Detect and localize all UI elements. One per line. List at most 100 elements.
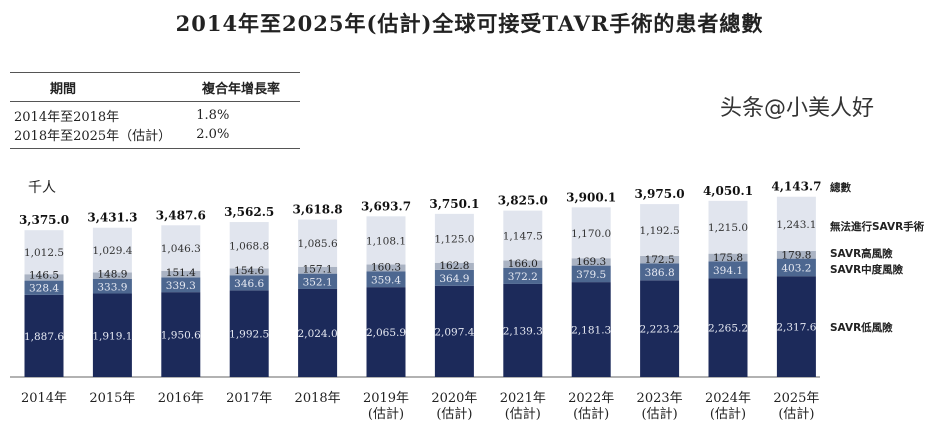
bar-segment	[24, 280, 64, 295]
bar-segment	[366, 264, 406, 272]
bar-segment	[229, 275, 269, 291]
segment-label: 1,046.3	[161, 243, 201, 255]
bar-segment	[708, 278, 748, 377]
bar-segment	[434, 262, 474, 270]
total-label: 3,618.8	[293, 203, 343, 217]
segment-label: 1,170.0	[571, 228, 611, 240]
header-cagr: 複合年增長率	[201, 81, 280, 97]
bar-segment	[776, 196, 816, 251]
segment-label: 1,919.1	[92, 330, 132, 342]
cagr-cell: 2.0%	[196, 127, 230, 142]
cagr-cell: 1.8%	[196, 108, 230, 123]
bar-segment	[708, 200, 748, 254]
period-cell: 2018年至2025年（估計）	[14, 129, 172, 144]
x-tick-label: 2018年	[295, 391, 341, 406]
bar-segment	[161, 292, 201, 377]
segment-label: 2,223.2	[640, 324, 680, 336]
bar-segment	[571, 265, 611, 283]
total-label: 3,431.3	[87, 211, 137, 225]
header-period: 期間	[50, 81, 77, 97]
segment-label: 1,147.5	[503, 231, 543, 243]
cagr-header-row: 期間 複合年增長率	[10, 73, 300, 101]
total-label: 3,375.0	[19, 213, 69, 227]
watermark: 头条@小美人好	[720, 96, 875, 121]
bar-segment	[298, 273, 338, 289]
legend-label: 無法進行SAVR手術	[830, 220, 925, 233]
legend-label: SAVR中度風險	[830, 263, 904, 276]
bar-segment	[776, 258, 816, 277]
bar-segment	[708, 261, 748, 279]
bar-segment	[229, 268, 269, 276]
bar-segment	[161, 277, 201, 293]
segment-label: 151.4	[166, 267, 196, 279]
bar-segment	[366, 271, 406, 288]
period-cell: 2014年至2018年	[14, 110, 120, 125]
segment-label: 1,029.4	[92, 245, 132, 257]
x-tick-label: 2023年	[637, 391, 683, 406]
x-tick-sublabel: (估計)	[505, 406, 541, 422]
bar-segment	[503, 210, 543, 261]
segment-label: 172.5	[645, 254, 675, 266]
bar-segment	[708, 253, 748, 262]
x-tick-label: 2015年	[89, 391, 135, 406]
bar-segment	[571, 207, 611, 259]
total-label: 3,825.0	[498, 194, 548, 208]
bar-segment	[24, 294, 64, 377]
bar-segment	[24, 274, 64, 281]
segment-label: 1,085.6	[298, 238, 338, 250]
bar-segment	[503, 283, 543, 377]
segment-label: 1,068.8	[229, 240, 269, 252]
segment-label: 166.0	[508, 258, 538, 270]
bar-segment	[298, 288, 338, 377]
bar-segment	[434, 285, 474, 377]
bar-segment	[503, 267, 543, 284]
x-tick-label: 2024年	[705, 391, 751, 406]
total-label: 4,143.7	[771, 180, 821, 194]
bar-segment	[229, 222, 269, 269]
legend-label: SAVR低風險	[830, 321, 893, 334]
segment-label: 2,265.2	[708, 323, 748, 335]
segment-label: 333.9	[97, 281, 127, 293]
unit-label: 千人	[28, 180, 56, 196]
bar-segment	[503, 260, 543, 268]
total-label: 3,900.1	[566, 190, 616, 204]
x-tick-label: 2016年	[158, 391, 204, 406]
segment-label: 352.1	[303, 276, 333, 288]
total-label: 3,693.7	[361, 199, 411, 213]
bar-segment	[298, 219, 338, 267]
segment-label: 2,181.3	[571, 325, 611, 337]
segment-label: 1,012.5	[24, 247, 64, 259]
segment-label: 175.8	[713, 252, 743, 264]
segment-label: 1,243.1	[776, 219, 816, 231]
segment-label: 160.3	[371, 261, 401, 273]
segment-label: 328.4	[29, 283, 59, 295]
total-label: 3,750.1	[429, 197, 479, 211]
total-label: 3,562.5	[224, 205, 274, 219]
bar-segment	[640, 255, 680, 264]
bar-segment	[298, 266, 338, 274]
bar-segment	[92, 227, 132, 273]
segment-label: 1,887.6	[24, 331, 64, 343]
bar-segment	[24, 230, 64, 275]
bar-segment	[640, 263, 680, 281]
legend-label: SAVR高風險	[830, 247, 893, 260]
segment-label: 1,192.5	[640, 225, 680, 237]
x-tick-label: 2014年	[21, 391, 67, 406]
bar-segment	[229, 290, 269, 377]
segment-label: 2,024.0	[298, 328, 338, 340]
chart-title: 2014年至2025年(估計)全球可接受TAVR手術的患者總數	[175, 11, 764, 36]
x-tick-label: 2025年	[773, 391, 819, 406]
segment-label: 154.6	[234, 265, 264, 277]
bar-segment	[366, 287, 406, 377]
total-label: 3,487.6	[156, 208, 206, 222]
bar-segment	[776, 250, 816, 259]
bar-segment	[434, 213, 474, 263]
x-tick-sublabel: (估計)	[573, 406, 609, 422]
segment-label: 359.4	[371, 274, 401, 286]
segment-label: 1,215.0	[708, 222, 748, 234]
segment-label: 1,950.6	[161, 330, 201, 342]
total-label: 4,050.1	[703, 184, 753, 198]
cagr-table: 期間 複合年增長率 2014年至2018年 1.8% 2018年至2025年（估…	[10, 72, 300, 149]
cagr-row: 2014年至2018年 1.8%	[10, 106, 300, 125]
